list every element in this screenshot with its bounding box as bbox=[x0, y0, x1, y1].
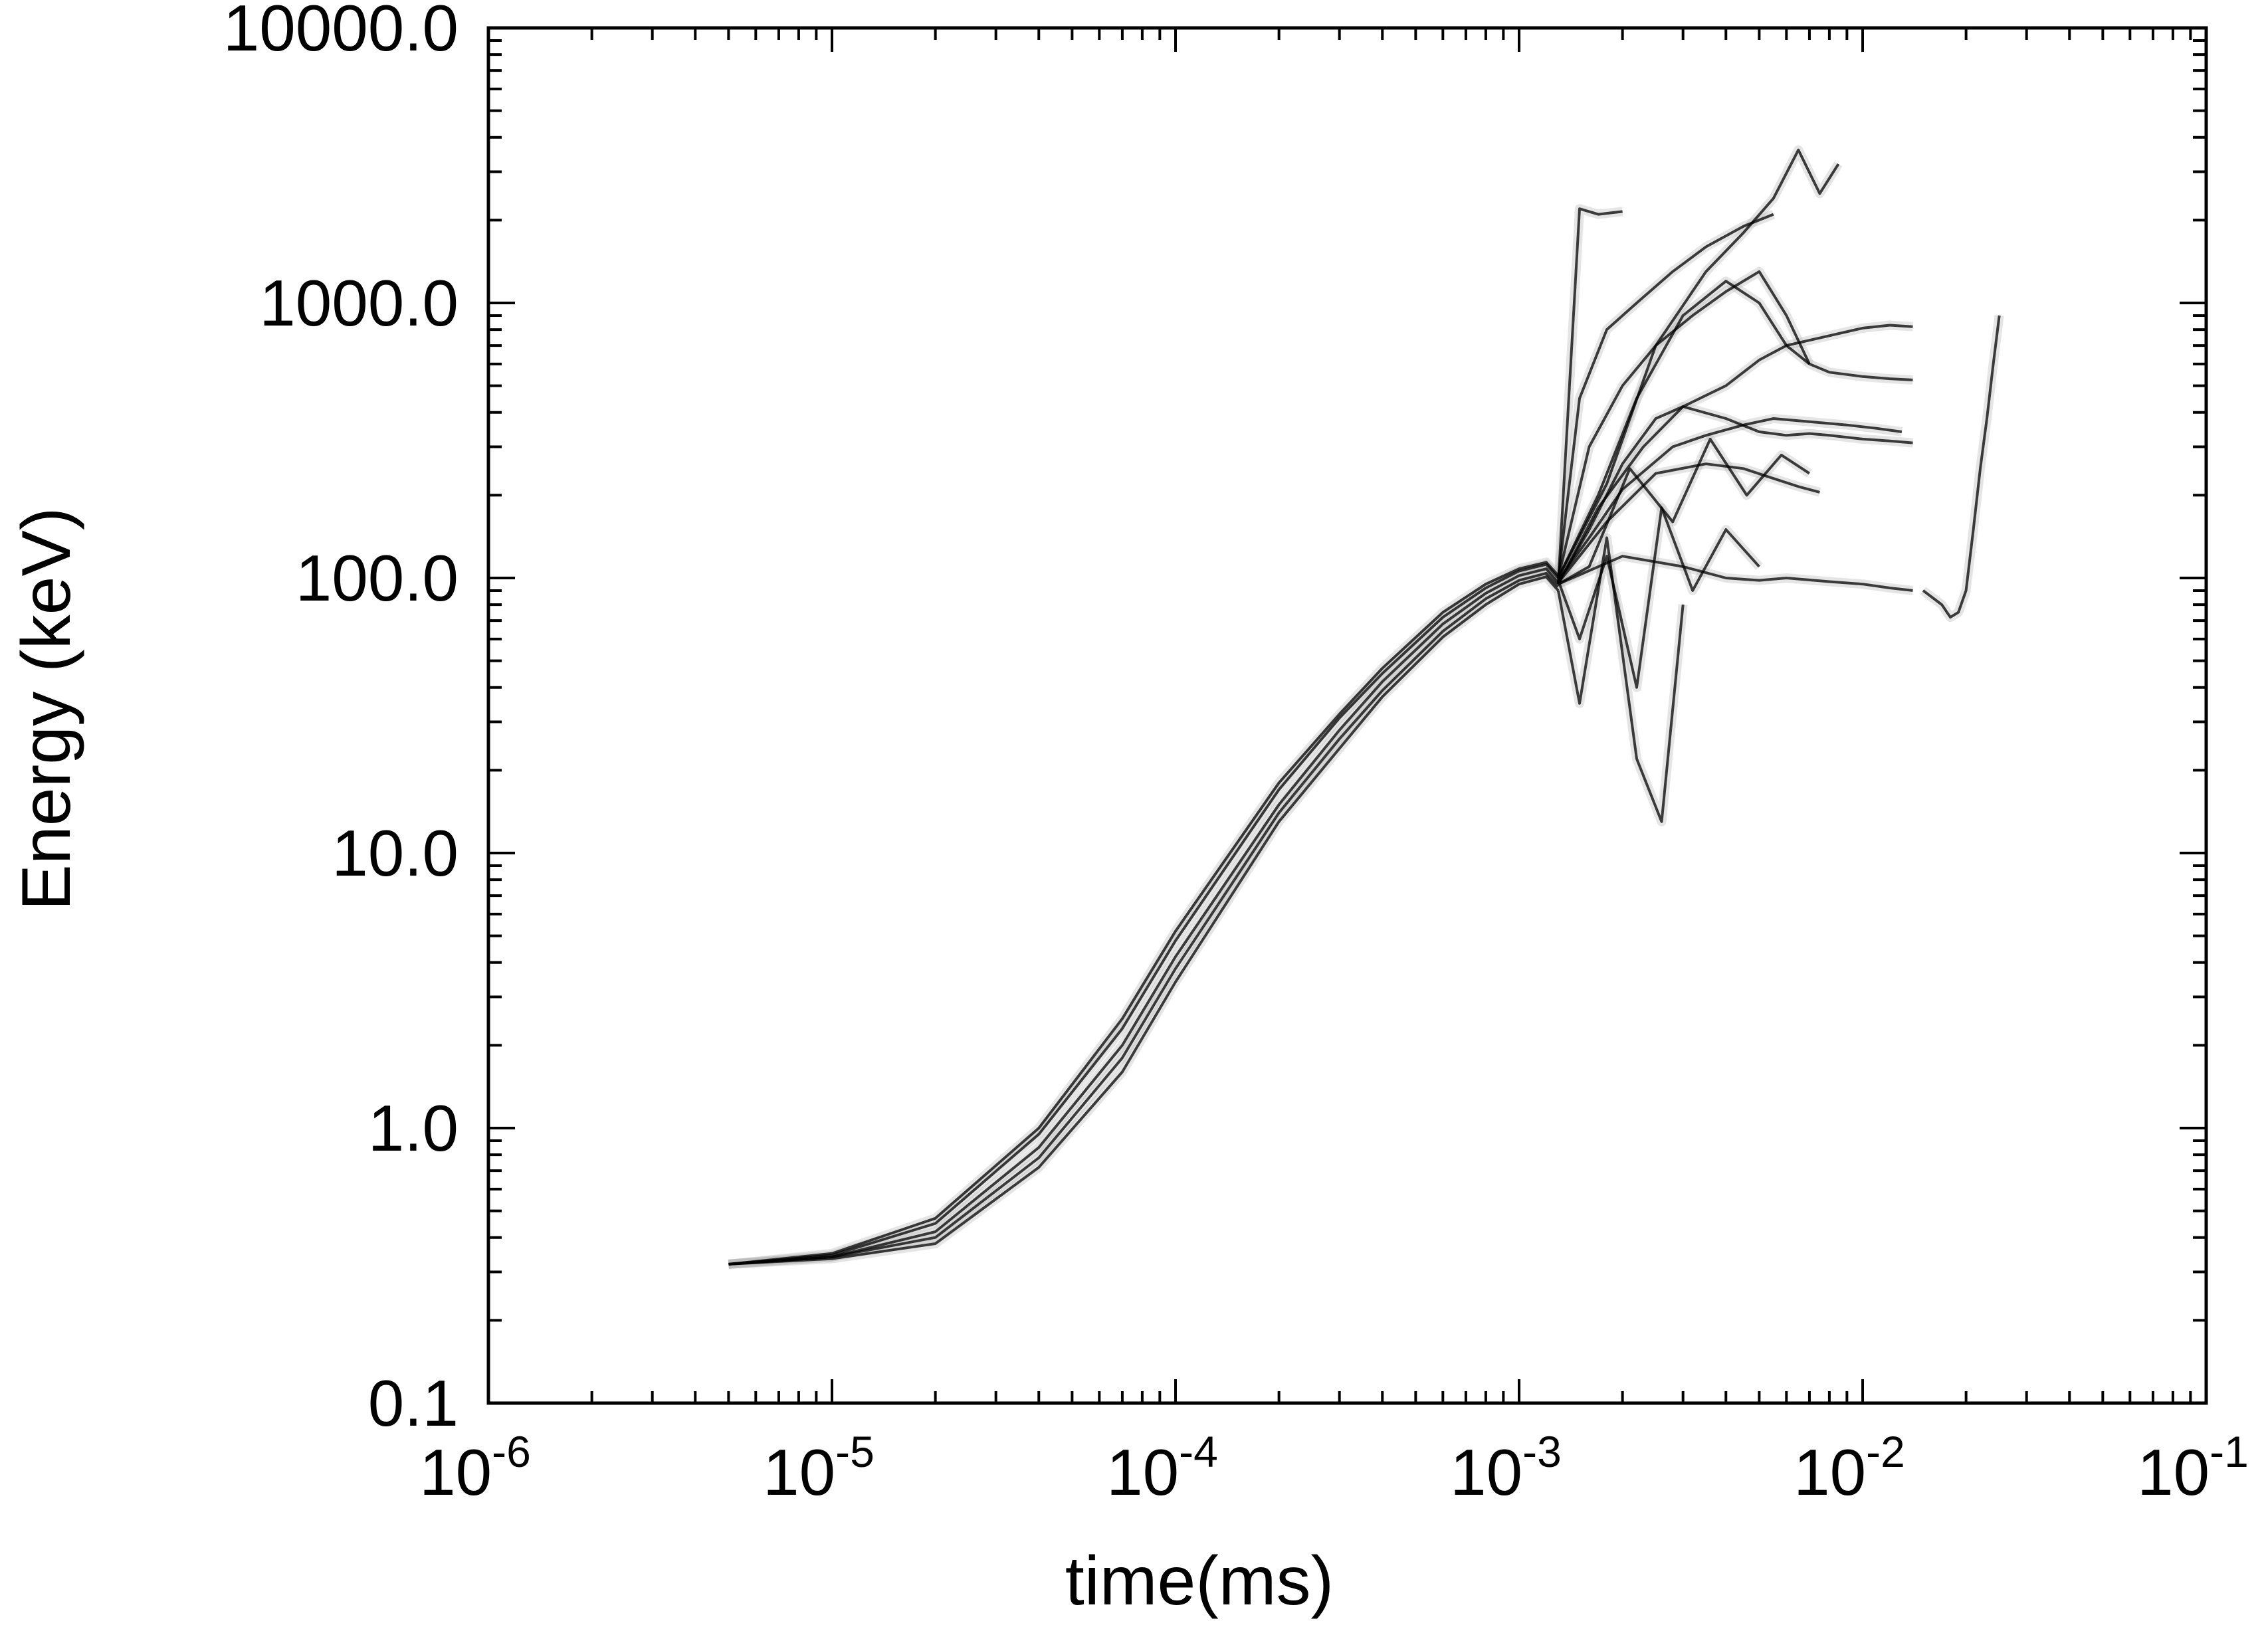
series-line bbox=[1556, 207, 1623, 585]
series-line bbox=[1558, 555, 1913, 592]
series-line bbox=[728, 571, 1560, 1266]
x-tick-label: 10-1 bbox=[2137, 1427, 2249, 1509]
series-line bbox=[1557, 506, 1760, 689]
series-halo bbox=[1920, 315, 2004, 623]
faint-trajectory-lines bbox=[728, 145, 2004, 1269]
series-line bbox=[1557, 405, 1913, 585]
trajectory-lines bbox=[728, 148, 2001, 1266]
series-halo bbox=[728, 572, 1562, 1269]
x-tick-label: 10-2 bbox=[1794, 1427, 1905, 1509]
series-line bbox=[1557, 148, 1840, 579]
x-axis-label: time(ms) bbox=[1065, 1543, 1334, 1620]
y-tick-label: 0.1 bbox=[368, 1367, 459, 1440]
y-tick-label: 1000.0 bbox=[259, 266, 459, 339]
y-axis-label: Energy (keV) bbox=[8, 508, 85, 911]
x-tick-label: 10-4 bbox=[1106, 1427, 1218, 1509]
plot-frame bbox=[486, 26, 2208, 1405]
x-tick-label: 10-5 bbox=[763, 1427, 875, 1509]
series-line bbox=[728, 575, 1560, 1266]
series-halo bbox=[728, 568, 1562, 1269]
series-line bbox=[1556, 536, 1685, 823]
x-tick-label: 10-3 bbox=[1450, 1427, 1562, 1509]
y-tick-label: 10000.0 bbox=[223, 0, 459, 64]
series-line bbox=[728, 563, 1560, 1266]
tick-labels: 0.1 1.0 10.0 100.0 1000.0 10000.0 10-6 10-5 10-4… bbox=[223, 0, 2249, 1509]
series-line bbox=[1557, 280, 1913, 579]
series-line bbox=[1557, 417, 1903, 581]
series-line bbox=[1557, 437, 1810, 585]
y-tick-label: 1.0 bbox=[368, 1092, 459, 1165]
series-halo bbox=[728, 557, 1562, 1269]
y-tick-label: 10.0 bbox=[332, 816, 459, 890]
x-tick-label: 10-6 bbox=[419, 1427, 531, 1509]
series-halo bbox=[728, 559, 1562, 1269]
series-line bbox=[1556, 213, 1774, 579]
series-line bbox=[1557, 324, 1913, 584]
series-line bbox=[1556, 270, 1811, 579]
series-line bbox=[1922, 315, 2001, 619]
series-line bbox=[1557, 462, 1820, 584]
y-tick-label: 100.0 bbox=[296, 541, 459, 615]
series-halo bbox=[728, 564, 1562, 1269]
series-line bbox=[728, 561, 1560, 1266]
series-line bbox=[728, 567, 1560, 1266]
